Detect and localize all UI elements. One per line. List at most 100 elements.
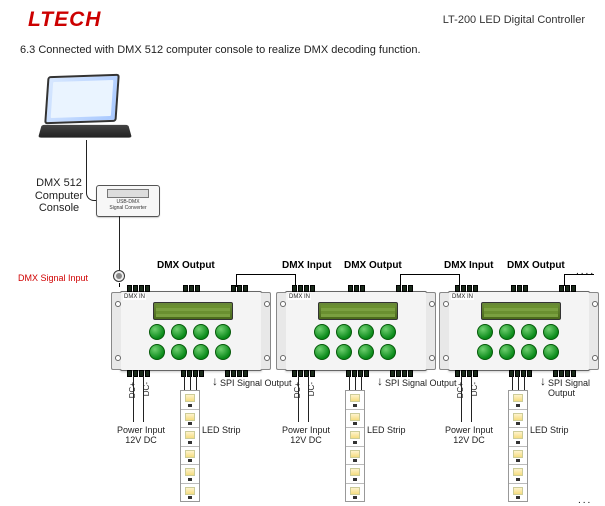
spi-wire: [518, 376, 519, 390]
spi-wire: [355, 376, 356, 390]
controller-knob: [215, 324, 231, 340]
led-strip-label: LED Strip: [530, 426, 580, 436]
knob-row: [149, 344, 231, 360]
knob-row: [477, 324, 559, 340]
led-strip-label: LED Strip: [367, 426, 417, 436]
controller-unit: DMX IN: [120, 291, 262, 371]
top-terminal-block: [292, 285, 315, 292]
top-terminal-block: [348, 285, 365, 292]
controller-knob: [380, 344, 396, 360]
dc-minus-label: DC-: [307, 382, 316, 396]
cable-xlr-v: [119, 283, 120, 287]
bottom-continuation-dots: ...: [578, 495, 592, 506]
controller-knob: [171, 344, 187, 360]
controller-unit: DMX IN: [448, 291, 590, 371]
controller-knob: [149, 344, 165, 360]
controller-lcd: [153, 302, 233, 320]
power-input-label: Power Input 12V DC: [438, 426, 500, 446]
controller-knob: [358, 344, 374, 360]
product-header: LT-200 LED Digital Controller: [443, 14, 585, 26]
xlr-connector: [113, 270, 125, 282]
diagram-page: LTECH LT-200 LED Digital Controller 6.3 …: [0, 0, 605, 502]
spi-output-label: SPI Signal Output: [548, 378, 605, 398]
top-terminal-block: [455, 285, 478, 292]
controller-knob: [314, 324, 330, 340]
controller-knob: [477, 344, 493, 360]
spi-wire: [512, 376, 513, 390]
spi-wire: [349, 376, 350, 390]
spi-output-label: SPI Signal Output: [385, 378, 457, 388]
dmx-input-1-label: DMX Input: [282, 260, 331, 271]
section-title: 6.3 Connected with DMX 512 computer cons…: [20, 44, 421, 56]
spi-wire: [361, 376, 362, 390]
dmx-out-tail: [564, 274, 594, 275]
spi-wire: [524, 376, 525, 390]
knob-row: [314, 324, 396, 340]
led-strip-label: LED Strip: [202, 426, 252, 436]
controller-knob: [499, 344, 515, 360]
controller-knob: [171, 324, 187, 340]
knob-row: [314, 344, 396, 360]
controller-knob: [380, 324, 396, 340]
dmx-in-tag: DMX IN: [123, 294, 146, 300]
led-strip: [345, 390, 365, 502]
dc-plus-label: DC+: [293, 382, 302, 398]
controller-knob: [193, 324, 209, 340]
dc-minus-label: DC-: [142, 382, 151, 396]
controller-knob: [543, 344, 559, 360]
top-terminal-block: [183, 285, 200, 292]
spi-arrow: ↓: [377, 374, 383, 388]
usbdmx-label: USB-DMX Signal Converter: [97, 199, 159, 211]
dmx-signal-input-label: DMX Signal Input: [18, 273, 88, 283]
laptop-icon: [40, 75, 130, 145]
knob-row: [149, 324, 231, 340]
continuation-dots: ....: [576, 266, 595, 277]
led-strip: [508, 390, 528, 502]
dmx-in-tag: DMX IN: [451, 294, 474, 300]
dmx-in-tag: DMX IN: [288, 294, 311, 300]
bottom-terminal-block: [455, 370, 478, 377]
dmx-output-2-label: DMX Output: [344, 260, 402, 271]
brand-logo: LTECH: [28, 8, 101, 32]
dmx-input-2-label: DMX Input: [444, 260, 493, 271]
controller-lcd: [481, 302, 561, 320]
power-input-label: Power Input 12V DC: [275, 426, 337, 446]
top-terminal-block: [511, 285, 528, 292]
top-terminal-block: [127, 285, 150, 292]
spi-wire: [196, 376, 197, 390]
controller-knob: [336, 324, 352, 340]
bottom-terminal-block: [127, 370, 150, 377]
top-terminal-block: [559, 285, 576, 292]
cable-usbdmx-xlr: [119, 216, 120, 272]
spi-wire: [184, 376, 185, 390]
controller-knob: [149, 324, 165, 340]
dmx-output-3-label: DMX Output: [507, 260, 565, 271]
bottom-terminal-block: [390, 370, 413, 377]
spi-output-label: SPI Signal Output: [220, 378, 292, 388]
controller-knob: [336, 344, 352, 360]
bottom-terminal-block: [553, 370, 576, 377]
led-strip: [180, 390, 200, 502]
dc-minus-label: DC-: [470, 382, 479, 396]
dc-plus-label: DC+: [128, 382, 137, 398]
dc-plus-label: DC+: [456, 382, 465, 398]
controller-knob: [314, 344, 330, 360]
controller-knob: [543, 324, 559, 340]
controller-knob: [193, 344, 209, 360]
controller-lcd: [318, 302, 398, 320]
bottom-terminal-block: [292, 370, 315, 377]
spi-wire: [190, 376, 191, 390]
usb-dmx-converter: USB-DMX Signal Converter: [96, 185, 160, 217]
controller-knob: [477, 324, 493, 340]
spi-arrow: ↓: [540, 374, 546, 388]
controller-knob: [521, 324, 537, 340]
bottom-terminal-block: [225, 370, 248, 377]
knob-row: [477, 344, 559, 360]
controller-knob: [499, 324, 515, 340]
spi-arrow: ↓: [212, 374, 218, 388]
top-terminal-block: [231, 285, 248, 292]
dmx-output-1-label: DMX Output: [157, 260, 215, 271]
controller-knob: [358, 324, 374, 340]
controller-knob: [215, 344, 231, 360]
power-input-label: Power Input 12V DC: [110, 426, 172, 446]
